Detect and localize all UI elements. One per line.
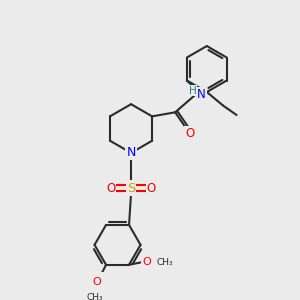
Text: N: N	[197, 88, 206, 101]
Text: CH₃: CH₃	[87, 292, 104, 300]
Text: O: O	[92, 278, 101, 287]
Text: S: S	[127, 182, 135, 195]
Text: CH₃: CH₃	[157, 258, 173, 267]
Text: O: O	[142, 257, 151, 267]
Text: N: N	[126, 146, 136, 159]
Text: H: H	[189, 86, 196, 96]
Text: O: O	[185, 127, 195, 140]
Text: O: O	[147, 182, 156, 195]
Text: O: O	[106, 182, 116, 195]
